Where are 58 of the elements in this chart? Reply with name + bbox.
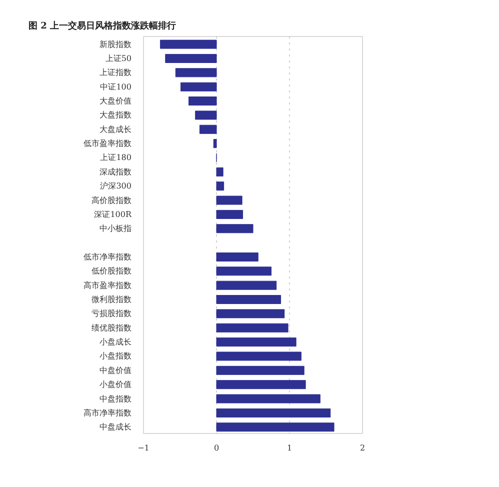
bar xyxy=(216,323,288,332)
bar xyxy=(216,266,272,276)
x-tick-label: 1 xyxy=(286,444,292,452)
y-tick-label: 深证100R xyxy=(94,210,132,219)
y-tick-label: 上证180 xyxy=(100,153,132,162)
y-tick-label: 高价股指数 xyxy=(92,196,132,205)
y-tick-label: 沪深300 xyxy=(100,182,132,191)
bar xyxy=(188,96,217,106)
chart-title: 图 2 上一交易日风格指数涨跌幅排行 xyxy=(28,20,176,32)
bar xyxy=(216,196,242,205)
y-tick-label: 高市净率指数 xyxy=(84,408,132,418)
y-tick-label: 中小板指 xyxy=(100,224,132,234)
y-tick-label: 中证100 xyxy=(100,82,132,92)
bar xyxy=(195,110,217,120)
bar xyxy=(216,224,254,234)
bar xyxy=(216,366,304,375)
y-tick-label: 绩优股指数 xyxy=(92,323,132,332)
bar xyxy=(216,422,334,432)
bar xyxy=(216,352,302,361)
bar xyxy=(216,167,224,176)
y-tick-label: 小盘价值 xyxy=(100,380,132,390)
bar xyxy=(216,394,320,404)
y-tick-label: 小盘成长 xyxy=(100,338,132,347)
y-tick-label: 低价股指数 xyxy=(92,266,132,276)
bar xyxy=(216,280,277,290)
y-tick-label: 大盘指数 xyxy=(100,110,132,120)
y-tick-label: 大盘成长 xyxy=(100,124,132,134)
bar xyxy=(216,295,281,304)
bar xyxy=(160,40,217,49)
bar xyxy=(216,182,224,191)
bar xyxy=(216,338,296,347)
x-tick-label: 2 xyxy=(360,444,366,452)
x-tick-label: −1 xyxy=(138,444,150,452)
bar xyxy=(180,82,217,92)
y-tick-label: 高市盈率指数 xyxy=(84,280,132,290)
bar xyxy=(175,68,217,78)
bar xyxy=(216,210,244,219)
x-tick-label: 0 xyxy=(214,444,220,452)
y-tick-label: 上证50 xyxy=(105,54,132,63)
y-tick-label: 低市盈率指数 xyxy=(84,139,132,148)
y-tick-label: 微利股指数 xyxy=(92,295,132,304)
bar xyxy=(216,408,331,418)
y-tick-label: 亏损股指数 xyxy=(92,309,132,318)
y-tick-label: 上证指数 xyxy=(100,68,132,78)
y-tick-label: 中盘成长 xyxy=(100,422,132,432)
y-tick-label: 新股指数 xyxy=(100,40,132,49)
bar xyxy=(165,54,217,63)
bar xyxy=(199,124,217,134)
bar xyxy=(213,139,217,148)
y-tick-label: 深成指数 xyxy=(100,167,132,176)
y-tick-label: 低市净率指数 xyxy=(84,252,132,262)
bar xyxy=(216,309,285,318)
y-tick-label: 小盘指数 xyxy=(100,352,132,361)
y-tick-label: 中盘价值 xyxy=(100,366,132,375)
y-tick-label: 中盘指数 xyxy=(100,394,132,404)
bar xyxy=(216,380,306,390)
y-tick-label: 大盘价值 xyxy=(100,96,132,106)
bar xyxy=(216,252,258,262)
